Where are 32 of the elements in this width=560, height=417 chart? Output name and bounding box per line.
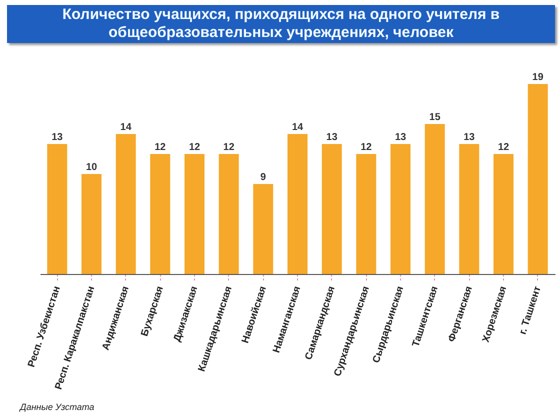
bar xyxy=(218,154,239,274)
data-label: 10 xyxy=(86,162,98,173)
bar xyxy=(116,134,136,274)
data-label: 9 xyxy=(260,172,266,183)
data-label: 14 xyxy=(292,122,304,133)
text: Данные Узстата xyxy=(20,402,94,412)
bar xyxy=(150,154,170,274)
data-label: 15 xyxy=(429,112,441,123)
bar xyxy=(322,144,342,274)
bar xyxy=(82,174,102,274)
bar xyxy=(459,144,480,274)
bar xyxy=(288,134,308,274)
data-label: 13 xyxy=(326,132,338,143)
bar xyxy=(47,144,68,274)
data-label: 12 xyxy=(223,142,235,153)
bar xyxy=(528,84,548,274)
bar xyxy=(184,154,204,274)
data-label: 12 xyxy=(498,142,510,153)
bar xyxy=(424,124,445,274)
bar xyxy=(356,154,376,274)
bar xyxy=(390,144,410,274)
data-label: 13 xyxy=(394,132,406,143)
data-label: 14 xyxy=(120,122,132,133)
data-label: 12 xyxy=(188,142,200,153)
data-label: 19 xyxy=(532,72,544,83)
chart-title: Количество учащихся, приходящихся на одного учителя в общеобразовательных учреждениях, человек xyxy=(7,5,555,43)
data-label: 12 xyxy=(154,142,166,153)
bar xyxy=(253,184,274,274)
bar xyxy=(494,154,514,274)
data-label: 12 xyxy=(360,142,372,153)
data-label: 13 xyxy=(52,132,64,143)
data-label: 13 xyxy=(464,132,476,143)
